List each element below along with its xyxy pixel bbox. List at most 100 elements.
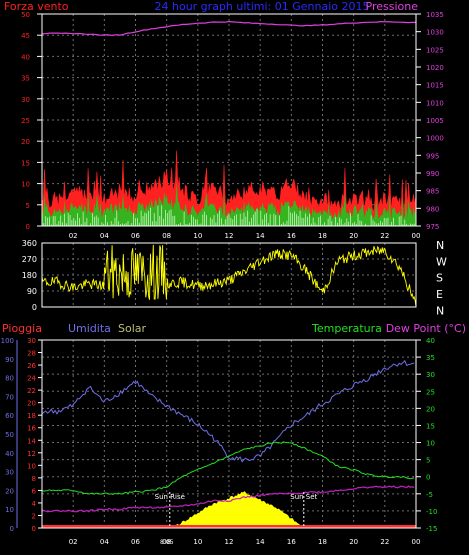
y-tick-temperature: 40	[426, 337, 435, 345]
y-tick-temperature: -10	[426, 508, 437, 516]
y-tick-left: 50	[21, 11, 30, 19]
y-tick-temperature: 15	[426, 422, 435, 430]
y-tick-rain: 6	[32, 487, 37, 495]
temperature-label: Temperatura	[311, 322, 382, 335]
panel1-right-label: Pressione	[366, 0, 419, 13]
y-tick-left: 90	[27, 287, 37, 296]
x-tick: 18	[318, 538, 327, 546]
y-tick-left: 0	[26, 223, 30, 231]
panel2-frame	[41, 242, 417, 308]
y-tick-right: 1005	[426, 117, 444, 125]
wind-pressure-panel: 0510152025303540455097598098599099510001…	[21, 11, 444, 240]
y-tick-rain: 22	[27, 387, 36, 395]
y-tick-right: 990	[426, 170, 439, 178]
x-tick: 10	[193, 538, 202, 546]
y-tick-rain: 30	[27, 337, 36, 345]
wind-direction-line	[41, 244, 417, 308]
x-tick: 08	[162, 538, 171, 546]
y-tick-right: 995	[426, 152, 439, 160]
y-tick-temperature: 10	[426, 440, 435, 448]
y-tick-left: 5	[26, 202, 30, 210]
y-tick-rain: 12	[27, 450, 36, 458]
y-tick-humidity: 0	[10, 525, 14, 533]
compass-label: W	[436, 255, 447, 268]
y-tick-humidity: 90	[5, 356, 14, 364]
sunrise-time-label: 8:05	[160, 539, 174, 546]
y-tick-left: 15	[21, 159, 30, 167]
x-tick: 18	[318, 232, 327, 240]
dewpoint-line	[41, 485, 415, 513]
pressure-line	[41, 20, 416, 37]
y-tick-rain: 20	[27, 400, 36, 408]
sunset-label: Sun Set	[290, 493, 317, 501]
y-tick-temperature: 0	[426, 474, 430, 482]
y-tick-temperature: 35	[426, 354, 435, 362]
wind-gust-area	[42, 181, 416, 226]
y-tick-humidity: 40	[5, 450, 14, 458]
x-tick: 00	[412, 538, 421, 546]
y-tick-left: 0	[32, 303, 37, 312]
panel3-frame	[41, 339, 417, 529]
y-tick-right: 1020	[426, 64, 444, 72]
y-tick-rain: 0	[32, 525, 36, 533]
x-tick: 02	[69, 538, 78, 546]
x-tick: 10	[193, 232, 202, 240]
y-tick-right: 1035	[426, 11, 444, 19]
y-tick-left: 25	[21, 117, 30, 125]
y-tick-humidity: 80	[5, 375, 14, 383]
y-tick-right: 1010	[426, 99, 444, 107]
y-tick-humidity: 50	[5, 431, 14, 439]
y-tick-right: 1015	[426, 82, 444, 90]
sunrise-label: Sun Rise	[155, 493, 185, 501]
temperature-line	[41, 441, 415, 496]
x-tick: 20	[349, 232, 358, 240]
x-tick: 02	[69, 232, 78, 240]
y-tick-humidity: 60	[5, 412, 14, 420]
weather-panel: -15-10-505101520253035400102030405060708…	[1, 337, 438, 546]
y-tick-left: 20	[21, 138, 30, 146]
y-tick-right: 1000	[426, 135, 444, 143]
x-tick: 06	[131, 538, 140, 546]
compass-label: N	[436, 304, 444, 317]
y-tick-left: 30	[21, 96, 30, 104]
y-tick-humidity: 20	[5, 487, 14, 495]
y-tick-temperature: -15	[426, 525, 437, 533]
humidity-label: Umidita	[68, 322, 111, 335]
y-tick-left: 35	[21, 75, 30, 83]
y-tick-temperature: 5	[426, 457, 430, 465]
compass-label: E	[436, 288, 443, 301]
dewpoint-label: Dew Point (°C)	[386, 322, 466, 335]
x-tick: 22	[380, 538, 389, 546]
y-tick-left: 270	[22, 255, 37, 264]
y-tick-temperature: 20	[426, 405, 435, 413]
y-tick-rain: 8	[32, 475, 36, 483]
y-tick-left: 10	[21, 181, 30, 189]
y-tick-left: 40	[21, 53, 30, 61]
humidity-line	[41, 359, 415, 463]
y-tick-left: 180	[22, 271, 37, 280]
x-tick: 04	[100, 232, 109, 240]
y-tick-rain: 4	[32, 500, 37, 508]
y-tick-right: 985	[426, 188, 439, 196]
rain-bar	[42, 525, 416, 528]
x-tick: 04	[100, 538, 109, 546]
x-tick: 20	[349, 538, 358, 546]
panel1-frame	[41, 13, 417, 227]
rain-label: Pioggia	[2, 322, 42, 335]
y-tick-rain: 2	[32, 512, 36, 520]
x-tick: 12	[225, 232, 234, 240]
x-tick: 16	[287, 538, 296, 546]
x-tick: 12	[225, 538, 234, 546]
y-tick-rain: 28	[27, 350, 36, 358]
y-tick-rain: 10	[27, 462, 36, 470]
solar-label: Solar	[118, 322, 147, 335]
x-tick: 22	[380, 232, 389, 240]
y-tick-temperature: -5	[426, 491, 433, 499]
panel1-title: 24 hour graph ultimi: 01 Gennaio 2015	[155, 0, 370, 13]
y-tick-right: 975	[426, 223, 439, 231]
y-tick-left: 360	[22, 239, 37, 248]
y-tick-right: 980	[426, 205, 439, 213]
x-tick: 14	[256, 232, 265, 240]
